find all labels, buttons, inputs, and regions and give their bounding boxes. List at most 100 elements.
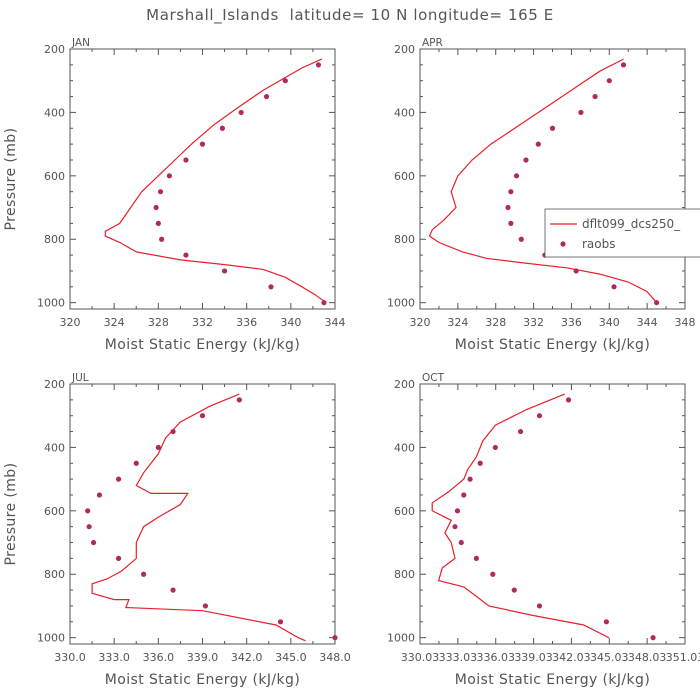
panel-jan: JAN 200 400 600 800 1000 320 324 328 332 336 340 344…: [3, 37, 346, 353]
x-axis-label: Moist Static Energy (kJ/kg): [455, 337, 650, 353]
raobs-point: [454, 508, 461, 514]
raobs-point: [183, 157, 189, 163]
raobs-point: [511, 587, 517, 593]
panel-title: APR: [422, 37, 443, 49]
y-tick-label: 800: [44, 233, 65, 246]
raobs-point: [650, 635, 656, 641]
x-axis-label: Moist Static Energy (kJ/kg): [105, 672, 300, 688]
x-axis-label: Moist Static Energy (kJ/kg): [105, 337, 300, 353]
x-tick-label: 324: [104, 316, 125, 329]
raobs-point: [183, 252, 189, 258]
raobs-point: [620, 62, 627, 68]
raobs-point: [523, 157, 529, 163]
raobs-point: [141, 571, 147, 577]
raobs-point: [492, 444, 498, 451]
y-tick-label: 800: [394, 233, 415, 246]
panel-title: JUL: [71, 372, 89, 384]
raobs-point: [654, 300, 660, 306]
panel-title: JAN: [71, 37, 90, 49]
model-series-line: [91, 393, 306, 642]
legend-obs-label: raobs: [582, 237, 616, 251]
raobs-point: [461, 492, 467, 498]
x-tick-label: 345.0: [275, 651, 307, 664]
y-tick-label: 200: [394, 43, 415, 56]
x-tick-label: 328: [148, 316, 169, 329]
raobs-point: [321, 300, 327, 306]
x-axis-label: Moist Static Energy (kJ/kg): [455, 672, 650, 688]
raobs-point: [85, 508, 91, 514]
raobs-point: [549, 125, 556, 131]
raobs-point: [159, 236, 165, 242]
y-tick-label: 400: [44, 106, 65, 119]
model-series-line: [104, 58, 327, 304]
plot-frame: [69, 383, 336, 645]
raobs-point: [282, 78, 288, 84]
raobs-point: [535, 141, 541, 147]
raobs-point: [505, 204, 511, 211]
raobs-point: [153, 204, 159, 211]
y-tick-label: 800: [44, 568, 65, 581]
y-tick-label: 400: [44, 441, 65, 454]
raobs-point: [96, 492, 103, 498]
x-tick-label: 333.0: [98, 651, 130, 664]
y-tick-label: 1000: [387, 632, 415, 645]
legend-box: [544, 208, 700, 258]
raobs-point: [202, 603, 209, 609]
raobs-point: [536, 413, 543, 419]
x-tick-label: 320: [410, 316, 431, 329]
raobs-point: [473, 555, 480, 561]
raobs-point: [518, 236, 524, 242]
y-tick-label: 400: [394, 441, 415, 454]
y-tick-label: 600: [44, 170, 65, 183]
x-tick-label: 340: [280, 316, 301, 329]
raobs-point: [238, 109, 244, 116]
y-tick-label: 200: [44, 43, 65, 56]
chart-title: Marshall_Islands latitude= 10 N longitud…: [146, 6, 554, 25]
raobs-point: [458, 539, 464, 546]
y-tick-label: 200: [44, 378, 65, 391]
y-tick-label: 1000: [387, 297, 415, 310]
raobs-point: [199, 413, 206, 419]
x-tick-label: 340: [599, 316, 620, 329]
x-tick-label: 344: [637, 316, 658, 329]
x-tick-label: 348.0: [319, 651, 351, 664]
raobs-point: [573, 268, 579, 274]
raobs-point: [268, 284, 274, 290]
raobs-point: [332, 635, 338, 641]
raobs-point: [452, 524, 458, 530]
raobs-point: [157, 189, 164, 195]
legend-model-label: dflt099_dcs250_: [582, 217, 681, 231]
raobs-point: [508, 189, 514, 195]
raobs-point: [170, 428, 176, 435]
x-tick-label: 324: [447, 316, 468, 329]
y-tick-label: 200: [394, 378, 415, 391]
raobs-point: [155, 220, 161, 226]
x-tick-label: 332: [523, 316, 544, 329]
x-tick-label: 342.03: [552, 651, 591, 664]
y-tick-label: 600: [394, 505, 415, 518]
raobs-point: [578, 109, 584, 116]
plot-frame: [419, 383, 686, 645]
plot-frame: [69, 48, 336, 310]
x-tick-label: 336: [561, 316, 582, 329]
raobs-point: [90, 539, 97, 546]
raobs-point: [263, 93, 270, 100]
x-tick-label: 348.03: [628, 651, 667, 664]
x-tick-label: 320: [60, 316, 81, 329]
y-tick-label: 1000: [37, 297, 65, 310]
panel-oct: OCT 200 400 600 800 1000 330.03 333.03 336.03 339…: [387, 372, 700, 688]
x-tick-label: 332: [192, 316, 213, 329]
raobs-point: [536, 603, 543, 609]
x-tick-label: 330.03: [401, 651, 440, 664]
raobs-point: [517, 428, 524, 435]
y-axis-label: Pressure (mb): [3, 463, 19, 566]
raobs-point: [508, 220, 514, 226]
x-tick-label: 336.0: [143, 651, 175, 664]
raobs-point: [221, 268, 228, 274]
raobs-point: [513, 173, 520, 179]
raobs-point: [592, 93, 598, 100]
panels: JAN 200 400 600 800 1000 320 324 328 332 336 340 344…: [3, 37, 700, 688]
raobs-point: [155, 444, 161, 451]
raobs-point: [115, 555, 122, 561]
y-tick-label: 1000: [37, 632, 65, 645]
